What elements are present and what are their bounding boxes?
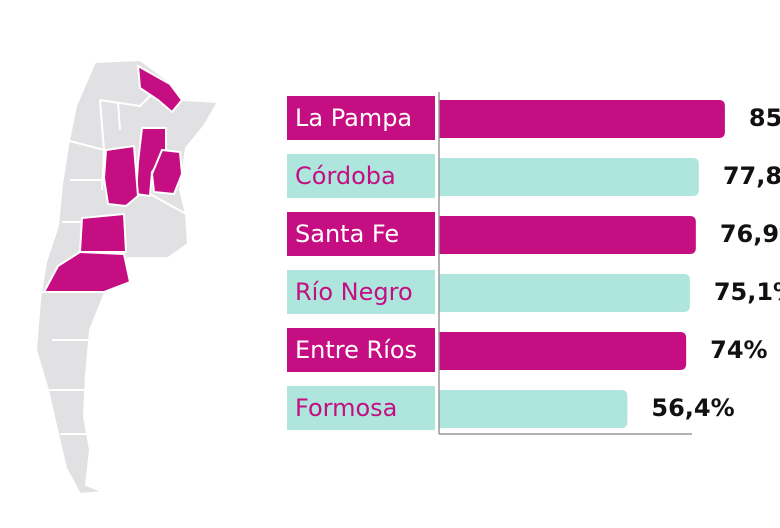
category-label-box-la-pampa [287,96,435,140]
value-label-entre-rios: 74% [710,336,767,364]
bar-cordoba [439,158,699,196]
category-label-santa-fe: Santa Fe [295,220,399,248]
bar-rio-negro [439,274,690,312]
map-province-la-pampa [78,212,128,253]
category-label-cordoba: Córdoba [295,162,396,190]
map-province-cordoba [102,144,140,208]
bar-formosa [439,390,628,428]
bar-la-pampa [439,100,725,138]
category-label-box-formosa [287,386,435,430]
category-label-box-cordoba [287,154,435,198]
bar-santa-fe [439,216,696,254]
value-label-santa-fe: 76,9% [720,220,780,248]
value-label-formosa: 56,4% [651,394,734,422]
map-province-rio-negro [42,250,132,293]
category-label-rio-negro: Río Negro [295,278,413,306]
value-label-cordoba: 77,8% [723,162,780,190]
argentina-map-icon [34,58,220,496]
category-label-formosa: Formosa [295,394,397,422]
category-label-box-santa-fe [287,212,435,256]
category-label-entre-rios: Entre Ríos [295,336,417,364]
category-label-box-entre-rios [287,328,435,372]
category-label-la-pampa: La Pampa [295,104,412,132]
category-label-box-rio-negro [287,270,435,314]
value-label-rio-negro: 75,1% [714,278,780,306]
bar-entre-rios [439,332,687,370]
map-province-formosa [136,64,184,114]
map-province-santa-fe [134,127,167,198]
map-province-entre-rios [150,148,184,196]
value-label-la-pampa: 85,6% [749,104,780,132]
